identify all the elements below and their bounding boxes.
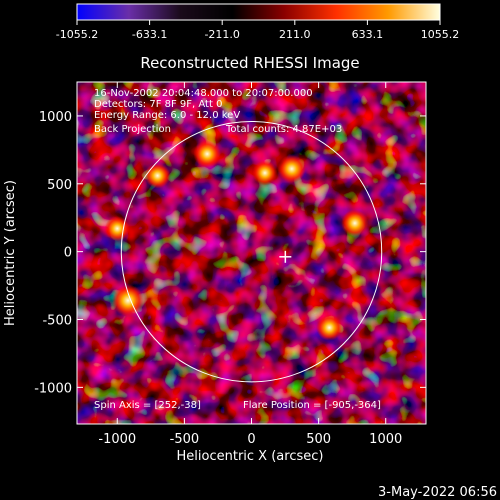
x-axis-ticks: -1000 -500 0 500 1000 [98,82,402,447]
bright-spots [104,140,369,341]
annotations: 16-Nov-2002 20:04:48.000 to 20:07:00.000… [94,88,381,411]
y-tick-label: -1000 [34,381,72,396]
bright-spot [112,284,145,317]
solar-limb-circle [120,120,383,383]
x-tick-label: -1000 [98,432,136,447]
colorbar-tick-label: -211.0 [204,28,239,41]
y-axis-ticks: -1000 -500 0 500 1000 [34,110,426,396]
spin-axis-marker [279,250,292,263]
timestamp: 3-May-2022 06:56 [378,485,497,500]
heatmap-noise [77,82,426,424]
y-tick-label: 0 [64,246,72,261]
colorbar-tick-label: 633.1 [352,28,384,41]
colorbar: -1055.2 -633.1 -211.0 211.0 633.1 1055.2 [56,3,459,41]
x-tick-label: -500 [170,432,200,447]
x-tick-label: 1000 [369,432,402,447]
colorbar-tick-label: 1055.2 [421,28,460,41]
y-axis-label: Heliocentric Y (arcsec) [3,180,18,326]
colorbar-ticks: -1055.2 -633.1 -211.0 211.0 633.1 1055.2 [56,20,459,41]
annotation-flare-position: Flare Position = [-905,-364] [243,400,381,411]
bright-spot [193,140,221,168]
annotation-energy: Energy Range: 6.0 - 12.0 keV [94,110,240,121]
colorbar-tick-label: -633.1 [132,28,167,41]
colorbar-tick-label: -1055.2 [56,28,98,41]
x-axis-label: Heliocentric X (arcsec) [177,449,324,464]
annotation-method: Back Projection [94,124,171,135]
y-tick-label: 500 [47,178,72,193]
y-tick-label: 1000 [39,110,72,125]
annotation-time: 16-Nov-2002 20:04:48.000 to 20:07:00.000 [94,88,313,99]
bright-spot [144,162,171,189]
x-tick-label: 500 [306,432,331,447]
colorbar-tick-label: 211.0 [279,28,311,41]
chart-title: Reconstructed RHESSI Image [140,54,359,72]
bright-spot [252,160,278,186]
y-tick-label: -500 [42,314,72,329]
annotation-counts: Total counts: 4.87E+03 [225,124,342,135]
bright-spot [277,154,306,183]
annotation-detectors: Detectors: 7F 8F 9F, Att 0 [94,99,222,110]
annotation-spin-axis: Spin Axis = [252,-38] [94,400,201,411]
colorbar-gradient [76,3,441,21]
bright-spot [316,314,343,341]
heatmap-image [77,82,426,424]
x-tick-label: 0 [247,432,255,447]
bright-spot [104,216,130,242]
bright-spot [341,209,369,237]
